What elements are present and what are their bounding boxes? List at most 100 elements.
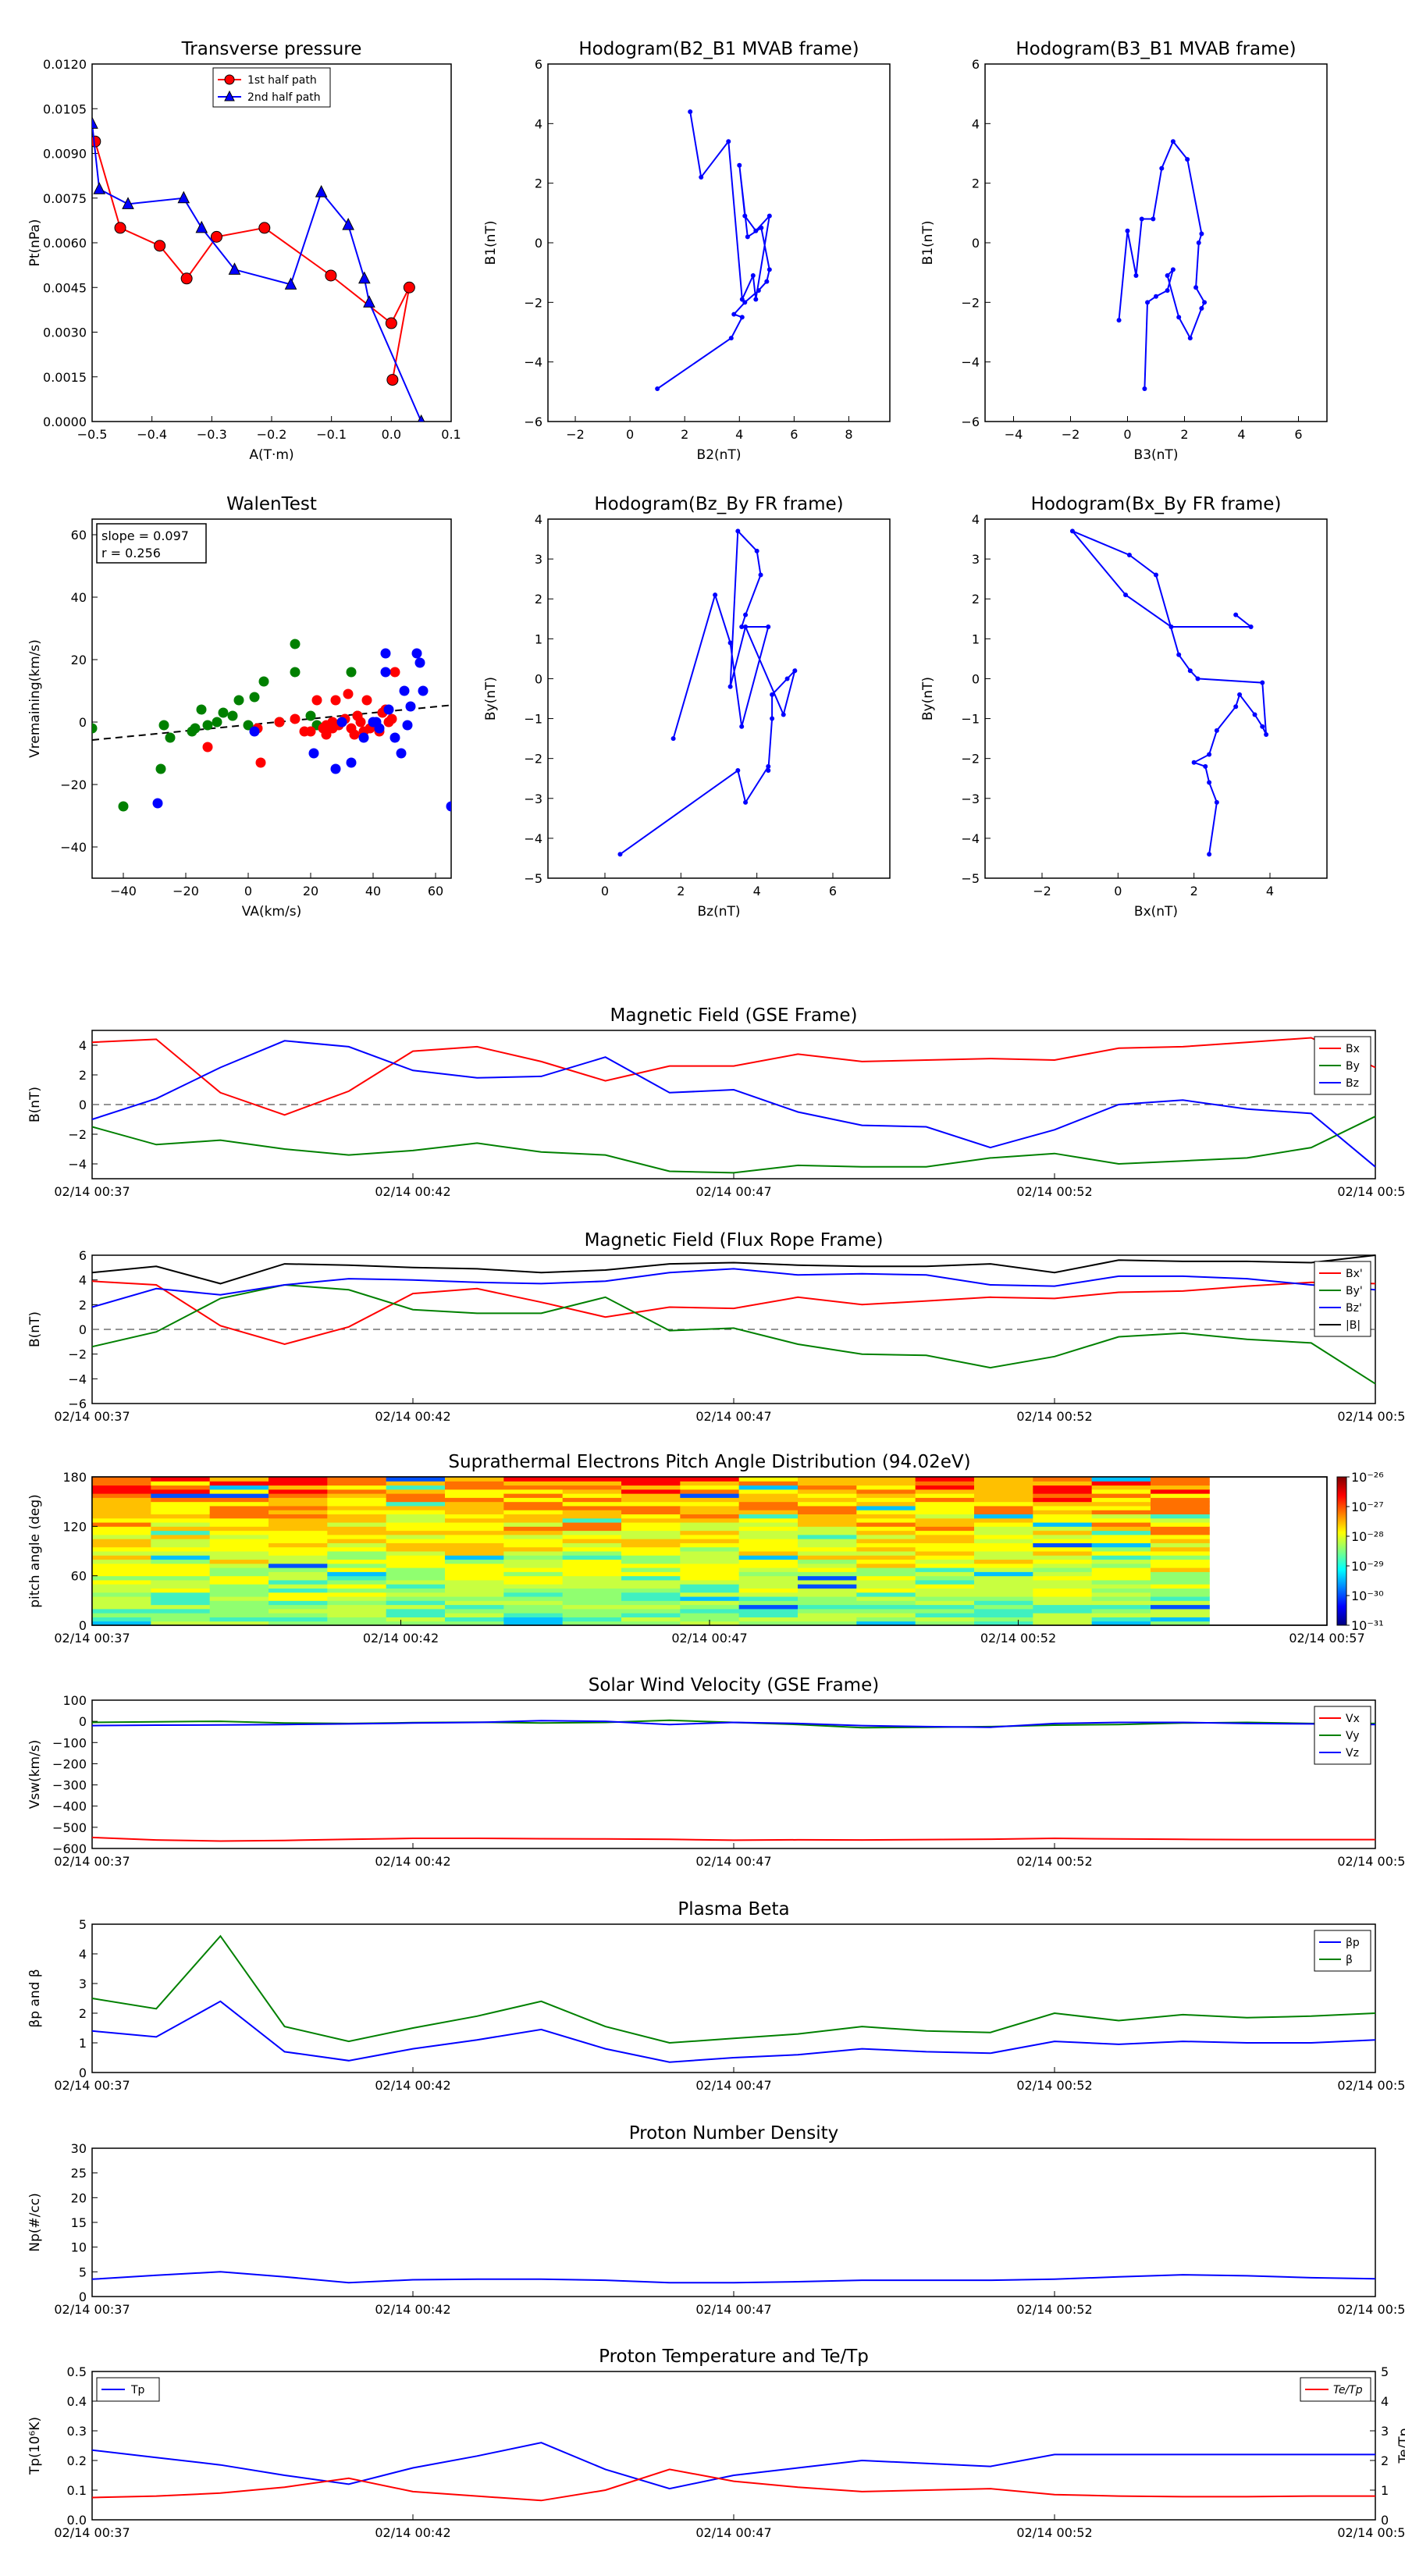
heatmap-cell (680, 1514, 740, 1519)
heatmap-cell (1091, 1592, 1151, 1597)
y-tick-label: 0 (79, 2065, 87, 2080)
heatmap-cell (92, 1559, 151, 1564)
data-point (1196, 240, 1201, 245)
heatmap-cell (269, 1579, 328, 1585)
data-point (1203, 763, 1208, 769)
x-tick-label: 0.1 (441, 427, 461, 442)
chart-title: Transverse pressure (181, 39, 362, 59)
heatmap-cell (209, 1617, 269, 1622)
y-tick-label: 0 (79, 1618, 87, 1633)
heatmap-cell (1091, 1608, 1151, 1614)
heatmap-cell (151, 1501, 211, 1507)
heatmap-cell (445, 1505, 504, 1510)
heatmap-cell (1033, 1546, 1093, 1552)
x-axis-label: A(T·m) (249, 447, 293, 463)
y-tick-label: 25 (71, 2166, 87, 2181)
x-tick-label: 02/14 00:37 (54, 2525, 130, 2540)
heatmap-cell (915, 1579, 975, 1585)
heatmap-cell (974, 1617, 1033, 1622)
y-tick-label: 0 (79, 715, 87, 730)
heatmap-cell (92, 1497, 151, 1503)
y-tick-label: 2 (535, 176, 542, 191)
fit-line (92, 704, 451, 741)
heatmap-cell (327, 1579, 387, 1585)
data-point (290, 667, 301, 678)
heatmap-cell (503, 1510, 564, 1514)
legend-label: Vy (1346, 1730, 1360, 1742)
heatmap-cell (738, 1613, 799, 1617)
heatmap-cell (856, 1555, 916, 1560)
heatmap-cell (798, 1604, 857, 1610)
data-point-triangle (315, 184, 328, 197)
heatmap-cell (92, 1617, 151, 1622)
legend-label: 1st half path (247, 74, 317, 87)
data-point (380, 648, 391, 659)
heatmap-cell (269, 1481, 328, 1486)
x-tick-label: 02/14 00:52 (1016, 2078, 1092, 2093)
heatmap-cell (1091, 1617, 1151, 1622)
legend-label: 2nd half path (247, 91, 321, 104)
data-point (743, 799, 749, 805)
heatmap-cell (798, 1546, 857, 1552)
heatmap-cell (1091, 1485, 1151, 1490)
heatmap-cell (269, 1567, 328, 1572)
heatmap-cell (1151, 1617, 1210, 1622)
heatmap-cell (738, 1497, 799, 1503)
panel-mag-gse: Magnetic Field (GSE Frame) −4 −2 0 2 4 02/14 0… (27, 1005, 1405, 1199)
y-tick-label: 5 (79, 2265, 87, 2279)
y-tick-label: 20 (71, 2190, 87, 2205)
heatmap-cell (974, 1539, 1033, 1543)
heatmap-cell (1033, 1530, 1093, 1535)
heatmap-cell (151, 1493, 211, 1498)
heatmap-cell (269, 1530, 328, 1535)
y-tick-label: −4 (524, 831, 542, 846)
data-point-triangle (358, 271, 371, 284)
heatmap-cell (798, 1501, 857, 1507)
heatmap-cell (562, 1497, 622, 1503)
heatmap-cell (680, 1517, 740, 1523)
heatmap-cell (621, 1539, 681, 1543)
data-point (321, 729, 332, 740)
heatmap-cell (680, 1575, 740, 1581)
y-tick-label: 2 (972, 592, 980, 607)
heatmap-cell (621, 1493, 681, 1498)
data-point (1264, 732, 1269, 737)
heatmap-cell (621, 1617, 681, 1622)
heatmap-cell (1151, 1485, 1210, 1490)
data-point (742, 213, 748, 219)
heatmap-cell (680, 1588, 740, 1593)
heatmap-cell (1151, 1539, 1210, 1543)
heatmap-cell (327, 1489, 387, 1494)
heatmap-cell (327, 1481, 387, 1486)
heatmap-cell (503, 1485, 564, 1490)
heatmap-cell (738, 1608, 799, 1614)
heatmap-cell (327, 1505, 387, 1510)
heatmap-cell (92, 1505, 151, 1510)
annotation-box (96, 523, 207, 564)
heatmap-cell (386, 1571, 446, 1577)
heatmap-cell (209, 1514, 269, 1519)
panel-proton-density: Proton Number Density 0 5 10 15 20 25 30 02/14 0… (27, 2123, 1405, 2317)
heatmap-cell (562, 1575, 622, 1581)
heatmap-cell (1151, 1542, 1210, 1548)
x-tick-label: 02/14 00:47 (695, 1854, 771, 1869)
data-point (202, 720, 213, 731)
heatmap-cell (915, 1546, 975, 1552)
data-point-circle (210, 230, 222, 243)
heatmap-cell (327, 1608, 387, 1614)
x-tick-label: 02/14 00:52 (1016, 2525, 1092, 2540)
data-point (249, 726, 260, 737)
heatmap-cell (915, 1567, 975, 1572)
heatmap-cell (974, 1621, 1033, 1626)
heatmap-cell (327, 1604, 387, 1610)
heatmap-cell (327, 1534, 387, 1539)
data-point (758, 572, 763, 578)
y-tick-label: 3 (535, 552, 542, 567)
y-axis-label: B(nT) (27, 1311, 43, 1347)
data-point (290, 639, 301, 649)
heatmap-cell (974, 1600, 1033, 1606)
heatmap-cell (680, 1559, 740, 1564)
data-point (346, 757, 357, 768)
data-point (735, 528, 741, 534)
heatmap-cell (798, 1485, 857, 1490)
